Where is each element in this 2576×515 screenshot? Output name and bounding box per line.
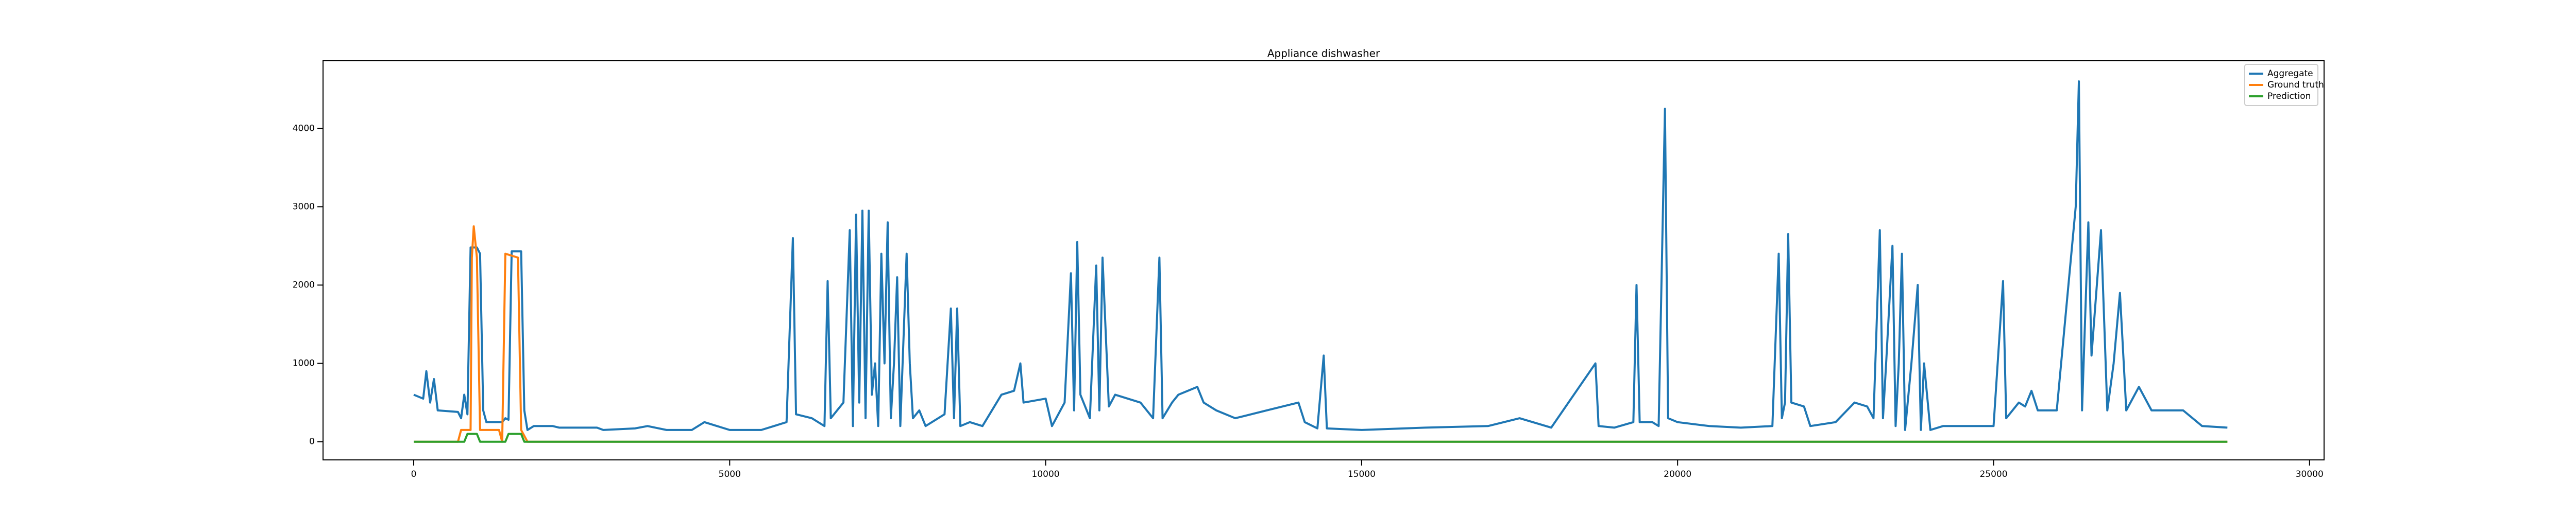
x-tick-label: 10000: [1032, 469, 1060, 479]
axes-frame: [323, 60, 2325, 460]
y-tick-label: 2000: [293, 280, 315, 290]
legend-label: Prediction: [2267, 91, 2311, 101]
y-tick-label: 0: [309, 437, 315, 447]
x-tick-label: 5000: [719, 469, 741, 479]
y-tick-label: 3000: [293, 201, 315, 212]
series-line: [414, 225, 2228, 443]
legend-label: Ground truth: [2267, 80, 2324, 90]
y-tick-label: 1000: [293, 358, 315, 369]
x-tick-label: 0: [411, 469, 417, 479]
x-tick-label: 15000: [1348, 469, 1376, 479]
series-line: [413, 80, 2228, 431]
x-tick-label: 30000: [2296, 469, 2324, 479]
y-tick-label: 4000: [293, 123, 315, 133]
x-tick-label: 20000: [1664, 469, 1691, 479]
legend-label: Aggregate: [2267, 68, 2313, 79]
x-tick-label: 25000: [1979, 469, 2007, 479]
series-line: [414, 433, 2228, 443]
chart-title: Appliance dishwasher: [1267, 47, 1380, 60]
